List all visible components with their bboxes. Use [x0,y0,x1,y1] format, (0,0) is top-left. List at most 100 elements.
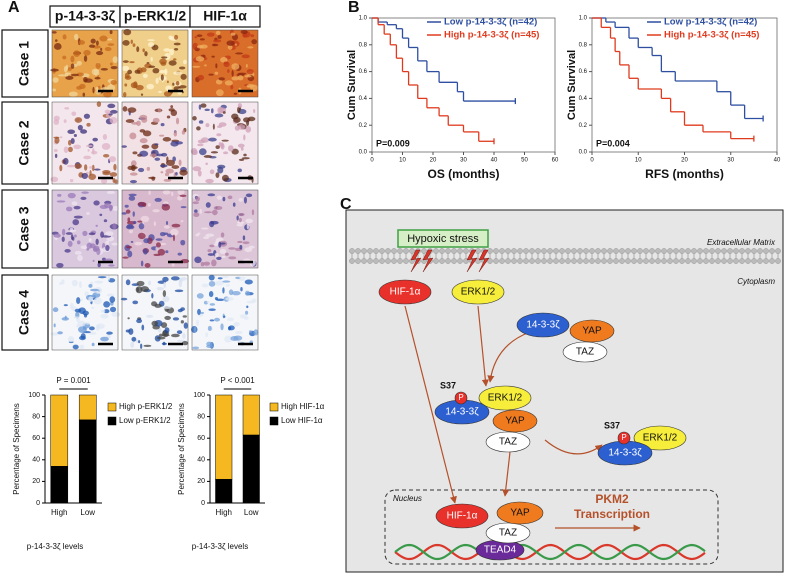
phospho-label: P [621,433,626,442]
cell [127,107,137,113]
cell [207,325,212,332]
cell [147,42,155,48]
cell [163,225,170,229]
cell [129,61,135,64]
cell [152,117,160,123]
cell [53,136,60,139]
lipid-head [445,248,451,254]
image-border [191,274,259,351]
image-border [191,29,259,98]
nucleus-label: Nucleus [393,494,422,503]
cell [100,47,103,51]
cell [191,65,201,68]
cell [66,164,76,168]
lipid-head [559,258,565,264]
cell [162,290,167,297]
cell [203,155,213,158]
annotation: P = 0.001 [56,376,91,385]
cell [70,137,75,144]
lipid-head [745,248,751,254]
cell [224,335,233,343]
cell [247,46,254,49]
cell [70,63,75,69]
cell [205,123,210,128]
cell [138,340,141,344]
cell [132,151,138,155]
cell [222,287,225,294]
cell [71,236,75,241]
cell [210,151,219,154]
cell [164,172,170,177]
image-border [121,29,189,98]
image-border [121,274,189,351]
cell [225,284,230,287]
cell [157,108,162,113]
cell [84,164,88,171]
legend-label: High p-14-3-3ζ (n=45) [664,30,759,41]
cell [71,279,78,287]
cell [88,283,93,288]
cell [109,296,116,303]
cell [57,74,67,77]
cell [197,74,205,81]
cell [61,317,69,321]
histology-image [190,101,259,185]
lipid-head [433,258,439,264]
cell [240,147,244,151]
cell [102,170,111,174]
cell [159,242,167,246]
row-header: Case 4 [16,290,32,335]
cell [83,55,88,62]
cell [201,227,209,230]
lipid-head [367,248,373,254]
cell [148,65,156,69]
cell [50,332,60,336]
cell [192,346,200,350]
cell [163,48,171,52]
cell [220,323,224,331]
cell [140,215,150,223]
cell [235,52,244,55]
cell [106,293,115,297]
protein-label: YAP [505,416,525,427]
lipid-head [715,248,721,254]
cell [173,131,178,137]
image-border [191,189,259,269]
image-border [121,189,189,269]
lipid-head [505,248,511,254]
cell [120,297,128,301]
row-header-box [1,29,49,98]
cell [125,279,131,286]
cell [243,134,246,141]
cell [178,280,183,288]
cell [130,341,135,348]
cell [203,236,210,240]
cell [178,66,186,70]
cell [59,164,63,172]
cell [224,80,233,86]
lipid-head [769,258,775,264]
cell [53,323,56,328]
cell [215,63,218,69]
cell [169,48,175,56]
cell [170,141,179,147]
cell [245,193,253,198]
cell [106,331,113,335]
cell [231,69,234,77]
cell [131,336,137,342]
cell [231,63,240,70]
cell [248,330,253,333]
cell [155,242,161,248]
cell [156,286,164,291]
cell [164,315,171,320]
cell [238,278,246,281]
cell [140,260,144,267]
x-tick-label: 10 [399,158,406,164]
cell [206,301,211,304]
cell [147,203,151,207]
cell [148,176,156,179]
cell [170,276,180,281]
cell [204,64,207,67]
lipid-head [727,258,733,264]
lipid-head [619,248,625,254]
